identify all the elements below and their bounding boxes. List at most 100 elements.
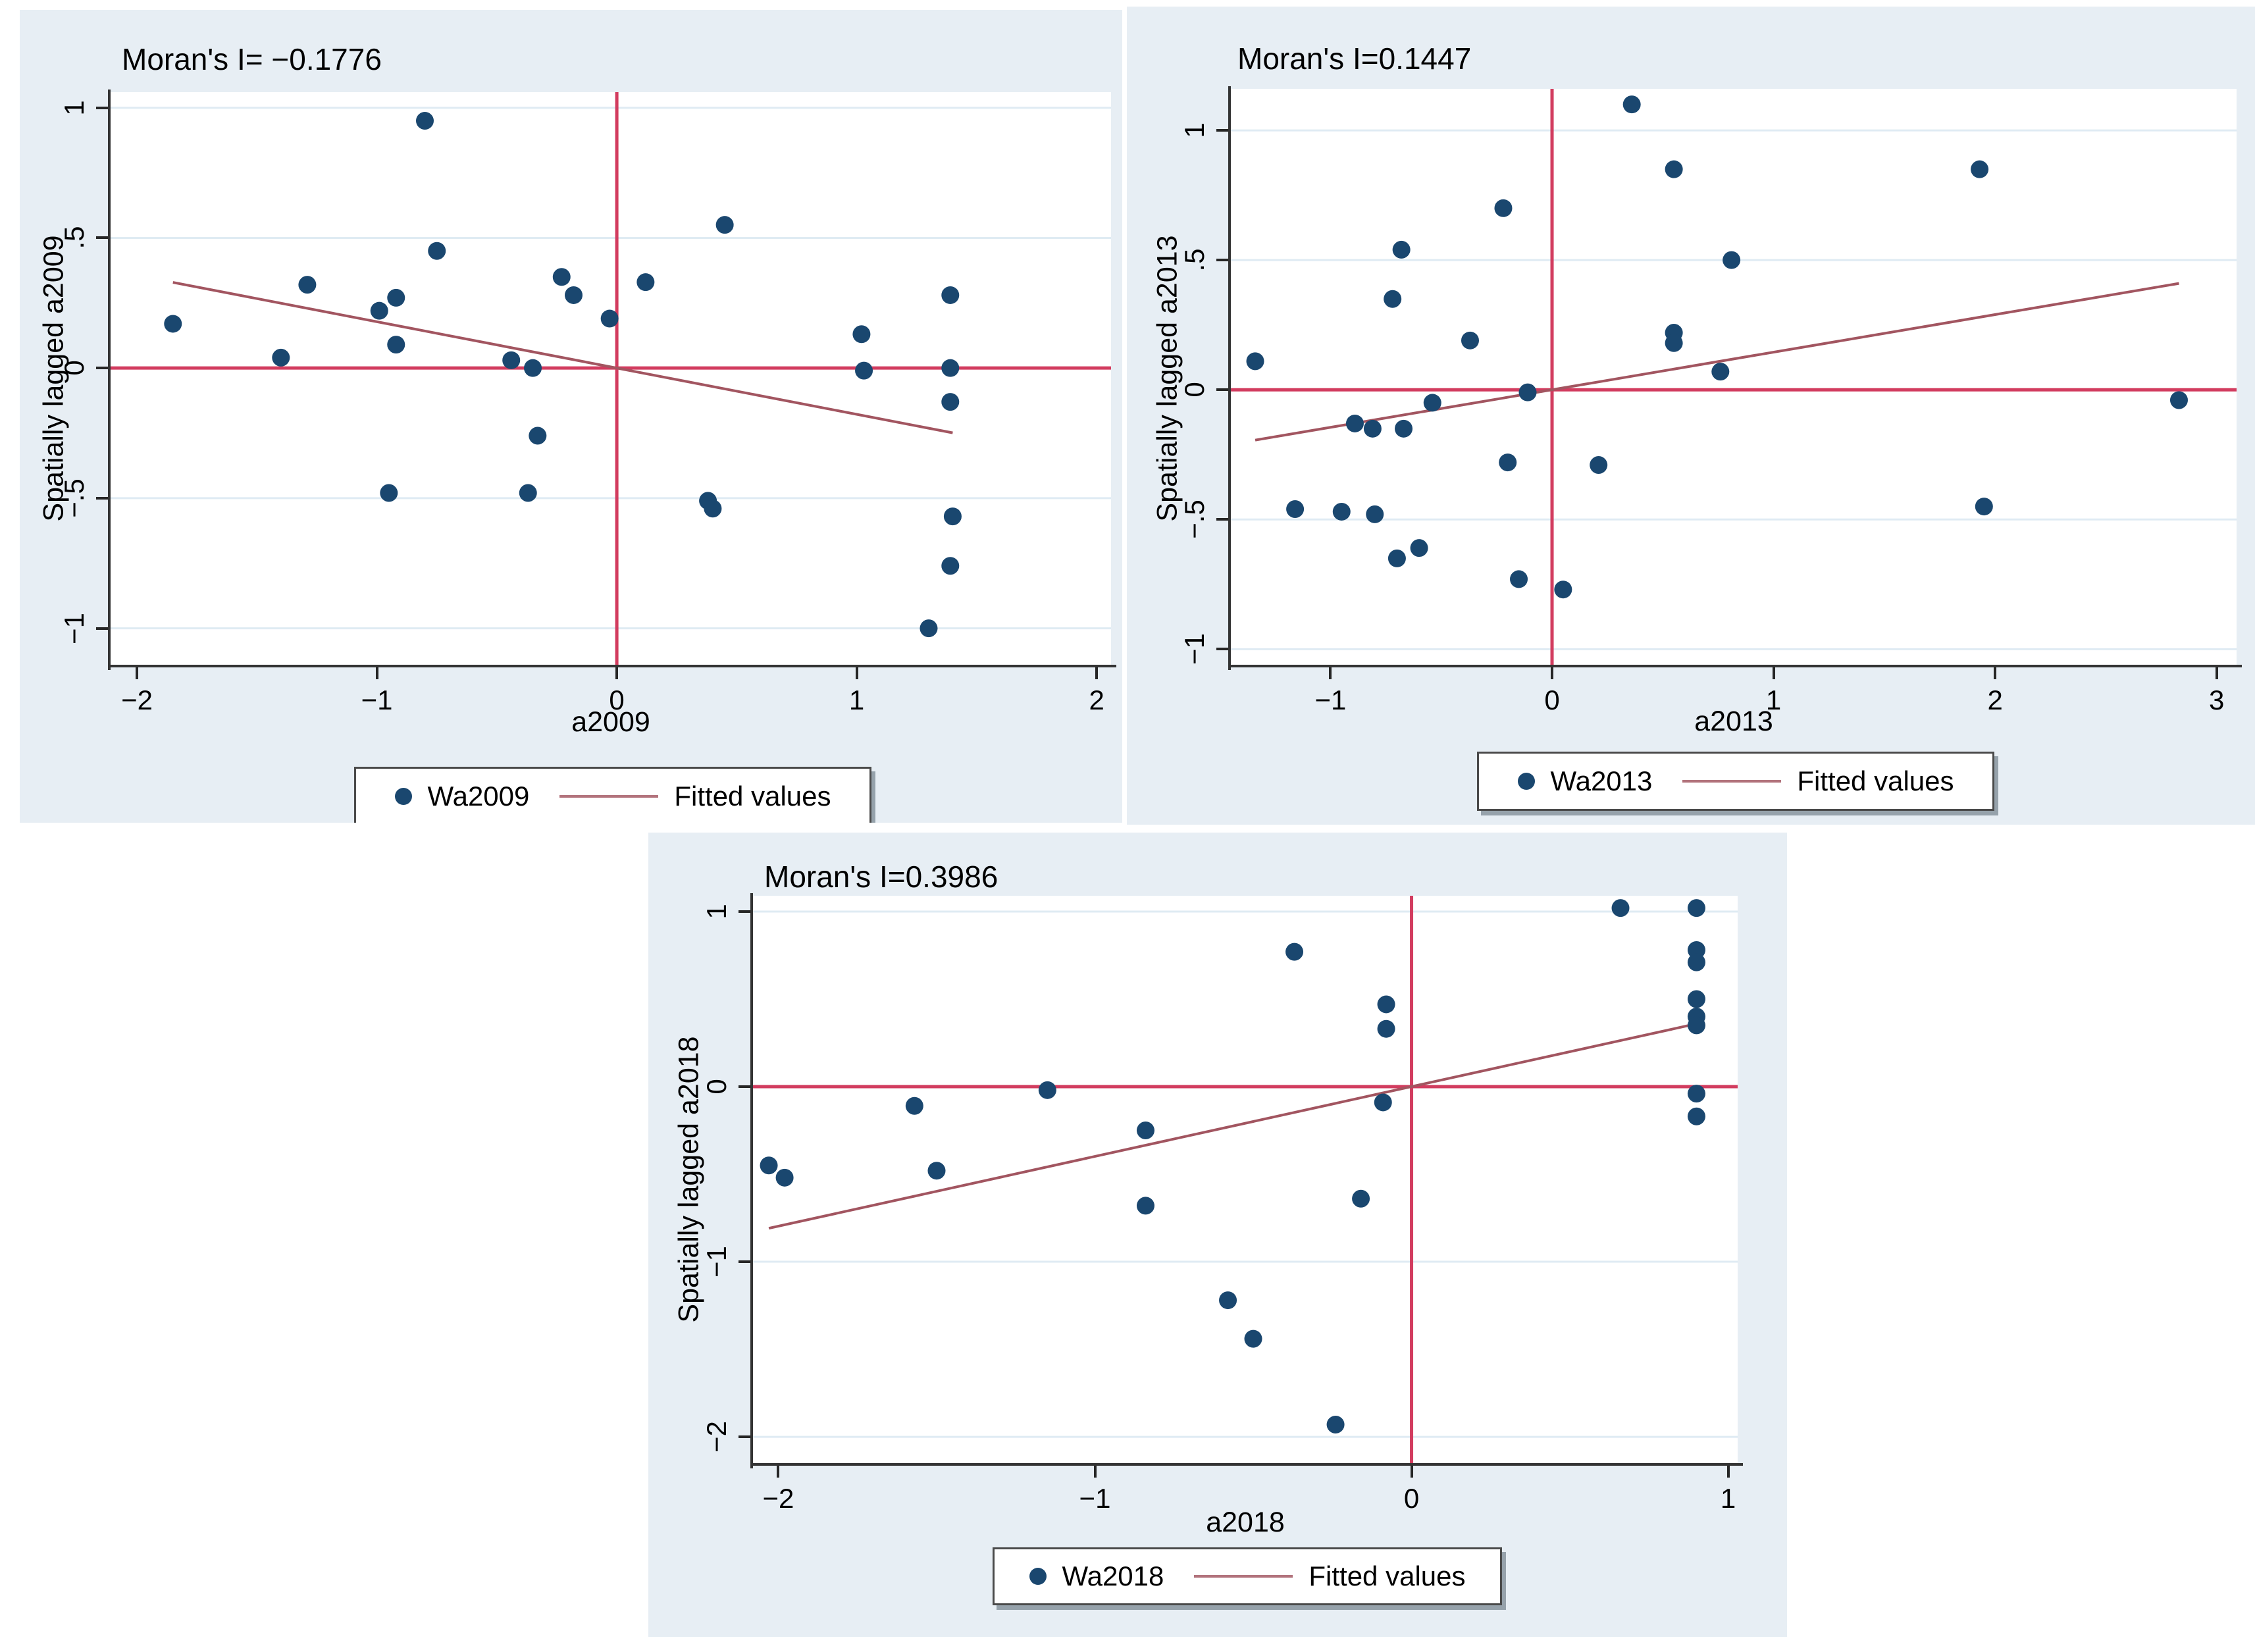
data-point: [920, 619, 938, 638]
y-tickmark: [96, 627, 108, 630]
y-tickmark: [739, 1085, 750, 1088]
data-point: [552, 268, 571, 286]
x-tick-label: 1: [1765, 684, 1782, 715]
data-point: [529, 426, 547, 445]
plot-area-2018: [753, 896, 1738, 1463]
data-point: [943, 507, 962, 526]
y-tick-label: −.5: [59, 478, 90, 518]
moran-plot-2013: Moran's I=0.1447 Spatially lagged a2013 …: [1127, 7, 2255, 825]
data-point: [1345, 414, 1364, 432]
x-tickmark: [1329, 667, 1332, 679]
data-point: [1392, 240, 1411, 259]
data-point: [1687, 990, 1705, 1008]
data-point: [1285, 942, 1304, 961]
legend-item-points: Wa2018: [1029, 1561, 1164, 1592]
x-tickmark: [777, 1466, 780, 1478]
y-axis-line: [750, 893, 753, 1468]
x-axis-label-2013: a2013: [1694, 706, 1773, 737]
x-tick-label: −1: [361, 684, 393, 715]
data-point: [370, 301, 388, 320]
legend-label-points: Wa2009: [427, 781, 530, 812]
scatter-marker-icon: [1517, 773, 1535, 790]
fitted-values-line: [768, 1022, 1697, 1230]
x-tickmark: [1772, 667, 1775, 679]
data-point: [760, 1156, 778, 1175]
fitted-values-line: [172, 281, 953, 434]
data-point: [941, 557, 960, 575]
x-tickmark: [855, 667, 858, 679]
y-tickmark: [1216, 388, 1228, 392]
y-tickmark: [96, 367, 108, 370]
data-point: [1377, 995, 1395, 1014]
data-point: [1410, 539, 1428, 557]
chart-title-2009: Moran's I= −0.1776: [122, 42, 382, 76]
y-tickmark: [1216, 259, 1228, 262]
x-tick-label: 3: [2209, 684, 2225, 715]
data-point: [905, 1097, 923, 1115]
y-tick-label: 0: [59, 360, 90, 376]
fitted-line-icon: [559, 795, 659, 798]
data-point: [1687, 899, 1705, 917]
scatter-canvas: [111, 92, 1111, 665]
x-axis-line: [108, 665, 1116, 667]
plot-area-2013: [1231, 89, 2237, 665]
chart-title-2013: Moran's I=0.1447: [1237, 41, 1472, 76]
legend-item-fit: Fitted values: [1682, 765, 1954, 797]
x-tick-label: 2: [1987, 684, 2003, 715]
x-tick-label: 1: [1720, 1483, 1736, 1514]
data-point: [1510, 570, 1528, 588]
y-axis-line: [108, 90, 111, 670]
moran-plot-2009: Moran's I= −0.1776 Spatially lagged a200…: [20, 10, 1122, 823]
y-tick-label: −.5: [1179, 500, 1210, 540]
data-point: [1136, 1122, 1154, 1140]
data-point: [1665, 160, 1683, 178]
data-point: [1363, 419, 1382, 438]
y-tick-label: 0: [1179, 382, 1210, 398]
data-point: [1554, 581, 1572, 599]
y-tick-label: 0: [701, 1079, 732, 1095]
data-point: [1687, 953, 1705, 971]
y-tick-label: 1: [1179, 122, 1210, 138]
fitted-line-icon: [1194, 1575, 1293, 1578]
x-axis-line: [750, 1463, 1743, 1466]
data-point: [1352, 1189, 1370, 1208]
x-tickmark: [615, 667, 619, 679]
data-point: [1366, 505, 1384, 523]
data-point: [927, 1162, 946, 1180]
scatter-marker-icon: [1029, 1568, 1047, 1585]
x-axis-label-2009: a2009: [571, 706, 650, 738]
legend-item-points: Wa2013: [1517, 765, 1653, 797]
data-point: [1711, 363, 1730, 381]
y-tick-label: −1: [1179, 633, 1210, 665]
fitted-values-line: [1255, 282, 2179, 442]
y-tickmark: [739, 1260, 750, 1264]
data-point: [1687, 941, 1705, 959]
y-axis-label-2013: Spatially lagged a2013: [1151, 235, 1183, 522]
x-axis-label-2018: a2018: [1206, 1507, 1285, 1538]
data-point: [565, 286, 583, 304]
y-tickmark: [1216, 518, 1228, 521]
y-tick-label: −1: [701, 1246, 732, 1278]
y-tick-label: −1: [59, 612, 90, 644]
legend-label-points: Wa2013: [1550, 765, 1653, 796]
data-point: [519, 484, 537, 502]
data-point: [852, 325, 871, 344]
data-point: [1687, 1016, 1705, 1035]
data-point: [1286, 500, 1305, 519]
data-point: [387, 336, 405, 354]
x-tickmark: [2215, 667, 2218, 679]
x-tick-label: 1: [848, 684, 865, 715]
data-point: [941, 393, 960, 411]
data-point: [1518, 383, 1537, 401]
x-tick-label: −2: [121, 684, 153, 715]
scatter-canvas: [1231, 89, 2237, 665]
x-tickmark: [375, 667, 378, 679]
data-point: [1387, 549, 1406, 567]
scatter-canvas: [753, 896, 1738, 1463]
chart-title-2018: Moran's I=0.3986: [764, 860, 998, 894]
y-tickmark: [1216, 648, 1228, 651]
data-point: [941, 286, 960, 304]
x-tick-label: 0: [1403, 1483, 1420, 1514]
data-point: [1723, 251, 1741, 269]
